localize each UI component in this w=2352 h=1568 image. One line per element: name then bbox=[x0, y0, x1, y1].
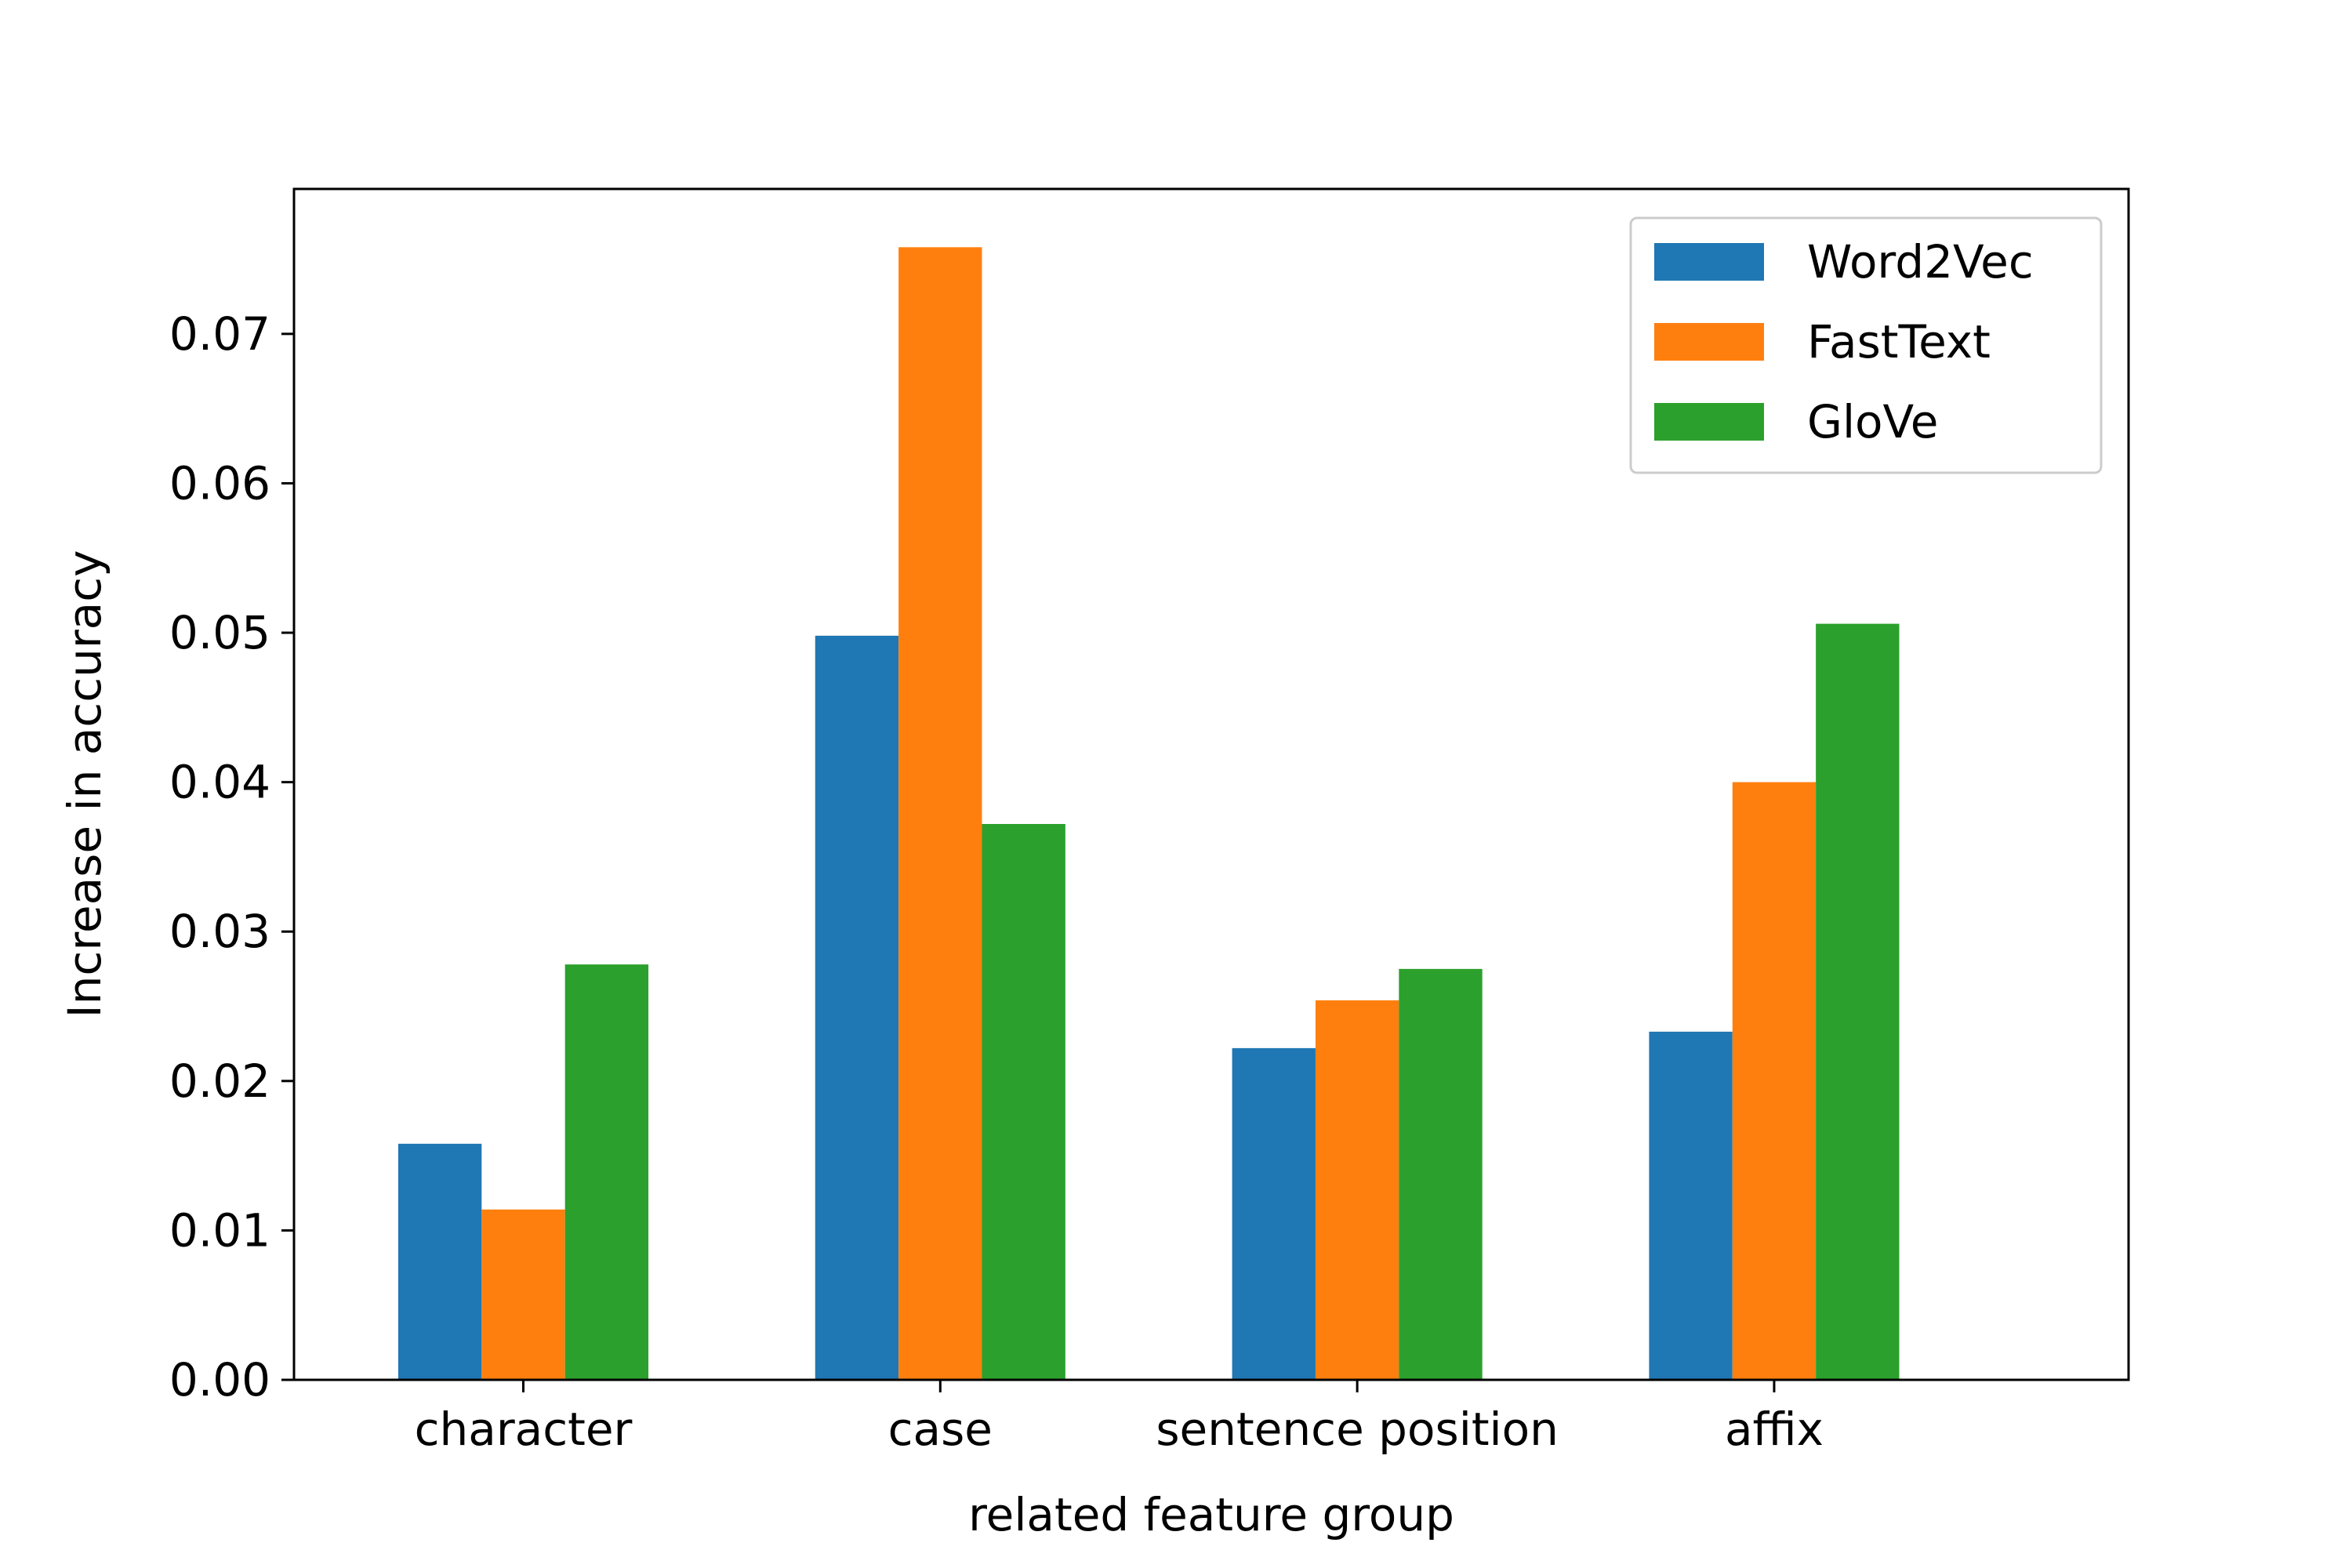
y-tick-label: 0.07 bbox=[169, 307, 270, 361]
bars-group bbox=[397, 247, 1900, 1381]
y-tick-label: 0.01 bbox=[169, 1203, 270, 1257]
y-tick-label: 0.00 bbox=[169, 1353, 270, 1406]
x-tick-label: affix bbox=[1725, 1403, 1824, 1456]
bar-glove-sentence-position bbox=[1399, 968, 1483, 1380]
plot-frame bbox=[292, 187, 2130, 1381]
x-axis-ticks: character case sentence position affix bbox=[415, 1380, 1824, 1456]
y-tick-label: 0.03 bbox=[169, 905, 270, 958]
bar-fasttext-character bbox=[481, 1209, 565, 1380]
bar-glove-case bbox=[982, 824, 1065, 1380]
y-axis-label: Increase in accuracy bbox=[58, 550, 111, 1018]
bar-word2vec-sentence-position bbox=[1232, 1047, 1316, 1380]
legend-label-glove: GloVe bbox=[1807, 395, 1938, 448]
y-axis-ticks: 0.00 0.01 0.02 0.03 0.04 0.05 0.06 0.07 bbox=[169, 307, 294, 1406]
bar-word2vec-character bbox=[397, 1143, 482, 1380]
bar-word2vec-case bbox=[815, 635, 899, 1380]
legend-swatch-fasttext bbox=[1654, 323, 1764, 361]
legend-label-word2vec: Word2Vec bbox=[1807, 235, 2034, 289]
y-tick-label: 0.02 bbox=[169, 1054, 270, 1108]
bar-glove-affix bbox=[1816, 623, 1900, 1380]
legend-swatch-glove bbox=[1654, 403, 1764, 441]
x-tick-label: case bbox=[888, 1403, 993, 1456]
bar-glove-character bbox=[564, 964, 649, 1380]
y-tick-label: 0.04 bbox=[169, 756, 270, 809]
y-tick-label: 0.06 bbox=[169, 456, 270, 510]
legend-label-fasttext: FastText bbox=[1807, 315, 1991, 368]
bar-fasttext-sentence-position bbox=[1315, 1000, 1399, 1380]
legend: Word2Vec FastText GloVe bbox=[1629, 216, 2103, 474]
x-tick-label: sentence position bbox=[1156, 1403, 1559, 1456]
bar-fasttext-affix bbox=[1732, 782, 1817, 1380]
x-axis-label: related feature group bbox=[968, 1488, 1454, 1541]
legend-swatch-word2vec bbox=[1654, 243, 1764, 281]
y-tick-label: 0.05 bbox=[169, 606, 270, 659]
bar-fasttext-case bbox=[898, 247, 982, 1381]
x-tick-label: character bbox=[415, 1403, 633, 1456]
bar-word2vec-affix bbox=[1649, 1031, 1733, 1380]
